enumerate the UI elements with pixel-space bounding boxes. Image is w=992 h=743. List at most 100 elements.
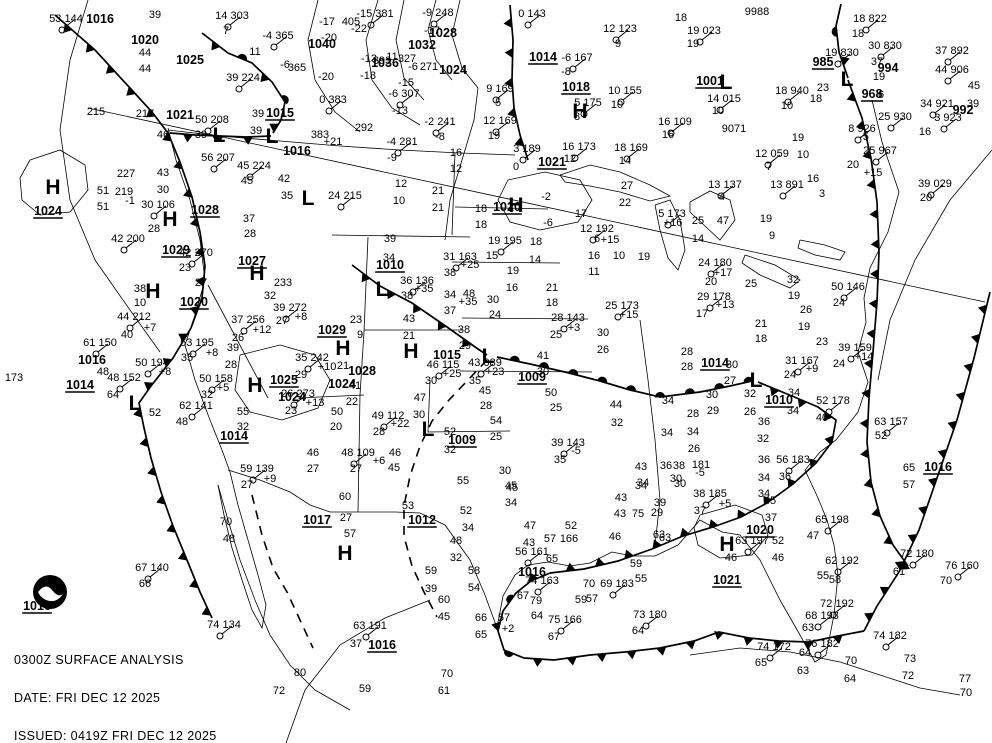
station-value: 12 xyxy=(395,178,407,190)
isobar-label: 1018 xyxy=(562,80,590,94)
isobar-label: 1036 xyxy=(371,56,399,70)
station-value: 292 xyxy=(355,122,373,134)
station-circle-icon xyxy=(744,548,752,556)
wind-barb-icon xyxy=(594,229,606,239)
station-value: 22 xyxy=(619,197,631,209)
cold-front-pip xyxy=(860,448,869,459)
wind-barb-icon xyxy=(121,378,133,388)
cold-front-pip xyxy=(201,606,211,616)
basemap-line xyxy=(654,199,686,271)
isobar-label: 1024 xyxy=(278,390,306,404)
station-value: 36 xyxy=(660,460,672,472)
station-circle-icon xyxy=(150,212,158,220)
station-value: 21 xyxy=(546,282,558,294)
basemap-line xyxy=(19,149,89,216)
station-value: 42 270 xyxy=(179,247,213,259)
isobar-label: 1001 xyxy=(696,74,724,88)
station-value: -4 281 xyxy=(386,136,417,148)
wind-barb-icon xyxy=(213,379,225,389)
station-value: 45 xyxy=(479,385,491,397)
station-circle-icon xyxy=(877,53,885,61)
wind-barb-icon xyxy=(614,584,626,594)
station-value: 68 193 xyxy=(805,610,839,622)
station-value: 10 xyxy=(781,100,793,112)
station-circle-icon xyxy=(580,110,588,118)
station-value: -15 xyxy=(398,77,414,89)
high-center-symbol: H xyxy=(403,340,418,363)
station-value: 40 xyxy=(121,329,133,341)
station-value: 39 xyxy=(654,497,666,509)
isobar-label: 1024 xyxy=(328,377,356,391)
station-circle-icon xyxy=(208,386,216,394)
wind-barb-icon xyxy=(628,148,640,158)
wind-barb-icon xyxy=(712,263,724,273)
cold-front-pip xyxy=(927,477,938,487)
station-value: 27 xyxy=(340,512,352,524)
station-value: 29 xyxy=(651,507,663,519)
cold-front-pip xyxy=(183,188,193,198)
station-circle-icon xyxy=(188,413,196,421)
cold-front-pip xyxy=(105,64,116,74)
station-value: 37 892 xyxy=(935,45,969,57)
station-value: +13 xyxy=(716,299,735,311)
station-value: 34 xyxy=(505,497,517,509)
station-value: 18 xyxy=(475,203,487,215)
basemap-line xyxy=(689,190,736,241)
isobar-label: 1021 xyxy=(166,108,194,122)
station-value: 227 xyxy=(117,168,135,180)
station-circle-icon xyxy=(246,173,254,181)
isobar-label: 968 xyxy=(862,87,883,101)
station-value: 43 xyxy=(614,508,626,520)
station-value: 405 xyxy=(342,16,360,28)
cold-front-pip xyxy=(869,209,878,220)
station-value: 72 180 xyxy=(900,548,934,560)
station-value: 43 xyxy=(635,461,647,473)
noaa-gull-icon xyxy=(38,586,63,602)
station-value: 35 242 xyxy=(295,352,329,364)
high-center-symbol: H xyxy=(162,208,177,231)
station-value: 34 xyxy=(462,522,474,534)
station-value: 73 xyxy=(904,653,916,665)
station-value: -2 xyxy=(541,191,551,203)
cold-front-pip xyxy=(907,533,918,544)
station-value: 12 192 xyxy=(580,223,614,235)
station-value: 65 xyxy=(903,462,915,474)
station-value: 19 xyxy=(507,265,519,277)
station-value: 19 xyxy=(792,132,804,144)
wind-barb-icon xyxy=(309,358,321,368)
station-value: 20 xyxy=(330,421,342,433)
cold-front-pip xyxy=(528,572,539,582)
station-value: -8 xyxy=(561,66,571,78)
station-circle-icon xyxy=(519,156,527,164)
station-value: 19 xyxy=(687,38,699,50)
station-value: -6 167 xyxy=(561,52,592,64)
station-value: 10 xyxy=(797,149,809,161)
station-value: 52 xyxy=(875,430,887,442)
station-value: +3 xyxy=(568,322,581,334)
station-circle-icon xyxy=(784,98,792,106)
isobar-label: 1017 xyxy=(303,513,331,527)
station-circle-icon xyxy=(940,125,948,133)
cold-front-pip xyxy=(652,539,662,549)
station-value: -8 xyxy=(435,131,445,143)
station-value: -15 381 xyxy=(356,8,393,20)
station-value: 51 xyxy=(97,201,109,213)
station-value: 19 xyxy=(638,251,650,263)
station-circle-icon xyxy=(785,467,793,475)
cold-front-pip xyxy=(868,299,878,309)
station-value: 63 157 xyxy=(874,416,908,428)
station-circle-icon xyxy=(367,21,375,29)
station-value: 0 xyxy=(513,161,519,173)
station-circle-icon xyxy=(435,372,443,380)
station-value: 45 224 xyxy=(237,160,271,172)
station-value: 52 xyxy=(460,505,472,517)
wind-barb-icon xyxy=(721,99,733,109)
station-value: 65 xyxy=(755,657,767,669)
station-value: 30 830 xyxy=(868,40,902,52)
station-value: 54 xyxy=(490,415,502,427)
station-value: 23 xyxy=(350,314,362,326)
wind-barb-icon xyxy=(701,31,713,41)
cold-front-pip xyxy=(491,621,501,632)
station-value: 19 xyxy=(488,130,500,142)
